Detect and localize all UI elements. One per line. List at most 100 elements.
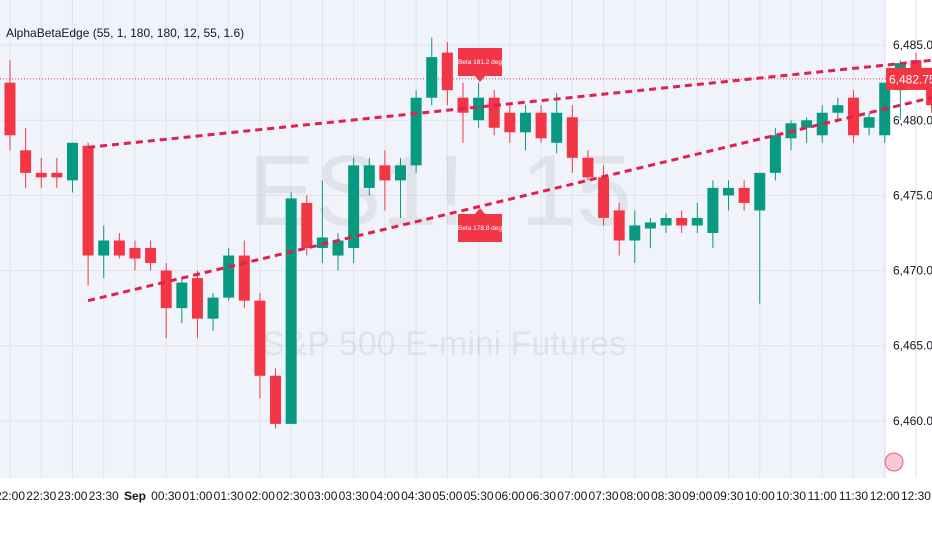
- y-tick-label: 6,480.00: [893, 113, 932, 127]
- beta-annotation-bottom: Beta 178.8 deg: [458, 208, 502, 242]
- candle: [35, 157, 47, 188]
- candle: [676, 210, 688, 233]
- upper-trendline: [87, 58, 932, 149]
- candle: [457, 82, 469, 143]
- candle: [254, 293, 266, 399]
- x-tick-label: 01:30: [214, 489, 244, 503]
- candle: [582, 150, 594, 181]
- chart-action-icon: [884, 452, 904, 472]
- candle-body: [332, 240, 344, 256]
- candle: [191, 270, 203, 339]
- candle: [535, 105, 547, 143]
- x-tick-label: 07:30: [589, 489, 619, 503]
- beta-annotation-top: Beta 181.2 deg: [458, 48, 502, 82]
- candle: [348, 157, 360, 264]
- candle: [98, 225, 110, 279]
- candle: [832, 97, 844, 121]
- y-tick-label: 6,460.00: [893, 414, 932, 428]
- candle: [613, 202, 625, 256]
- x-tick-label: Sep: [124, 489, 146, 503]
- current-price-label: 6,482.75: [886, 67, 932, 90]
- time-axis-background: [0, 478, 932, 550]
- candle: [723, 180, 735, 211]
- candle-body: [20, 150, 32, 173]
- candle-body: [207, 297, 219, 319]
- x-tick-label: 05:00: [432, 489, 462, 503]
- annotation-bubble: [458, 48, 502, 82]
- candle-body: [769, 135, 781, 173]
- candle-body: [863, 117, 875, 128]
- candle-body: [566, 117, 578, 158]
- candle: [847, 90, 859, 143]
- annotation-text: Beta 181.2 deg: [458, 59, 502, 66]
- candle: [207, 293, 219, 331]
- x-tick-label: 06:00: [495, 489, 525, 503]
- candle: [754, 172, 766, 304]
- x-tick-label: 04:00: [370, 489, 400, 503]
- candle: [488, 90, 500, 136]
- candle-body: [348, 165, 360, 249]
- x-tick-label: 09:30: [714, 489, 744, 503]
- candle: [707, 180, 719, 249]
- candle-body: [238, 255, 250, 301]
- candle-body: [51, 172, 63, 178]
- candle: [660, 213, 672, 233]
- x-tick-label: 11:00: [808, 489, 837, 503]
- candle-body: [410, 97, 422, 166]
- y-tick-label: 6,485.00: [893, 38, 932, 52]
- x-tick-label: 00:30: [151, 489, 181, 503]
- x-tick-label: 11:30: [839, 489, 868, 503]
- indicator-title[interactable]: AlphaBetaEdge (55, 1, 180, 180, 12, 55, …: [6, 26, 245, 40]
- candle-body: [801, 120, 813, 128]
- candle-body: [82, 145, 94, 256]
- candle-body: [926, 75, 932, 106]
- candle-body: [676, 217, 688, 226]
- candle: [769, 127, 781, 181]
- candle-body: [363, 165, 375, 188]
- x-tick-label: 06:30: [526, 489, 556, 503]
- x-tick-label: 22:30: [26, 489, 56, 503]
- annotation-text: Beta 178.8 deg: [458, 225, 502, 232]
- candle-body: [707, 187, 719, 233]
- x-tick-label: 10:00: [745, 489, 775, 503]
- candle-body: [847, 97, 859, 136]
- candle: [113, 232, 125, 259]
- current-price-label-text: 6,482.75: [889, 72, 932, 86]
- x-tick-label: 09:00: [682, 489, 712, 503]
- candle-body: [301, 202, 313, 249]
- x-tick-label: 07:00: [557, 489, 587, 503]
- candle-body: [629, 225, 641, 241]
- candle: [66, 142, 78, 193]
- candle-body: [691, 217, 703, 226]
- x-tick-label: 03:00: [307, 489, 337, 503]
- candle-body: [176, 282, 188, 309]
- x-tick-label: 08:30: [651, 489, 681, 503]
- candle: [816, 105, 828, 143]
- candle: [82, 142, 94, 286]
- current-price-label-bg: [886, 67, 932, 90]
- candle-body: [488, 97, 500, 128]
- candle-body: [910, 60, 922, 73]
- candle: [363, 157, 375, 196]
- x-tick-label: 02:00: [245, 489, 275, 503]
- candle-body: [754, 172, 766, 211]
- candle-body: [145, 248, 157, 264]
- candle-body: [457, 97, 469, 113]
- candle-body: [285, 198, 297, 424]
- candle-body: [129, 248, 141, 259]
- x-tick-label: 03:30: [339, 489, 369, 503]
- candle: [629, 210, 641, 264]
- candle-body: [582, 157, 594, 178]
- x-tick-label: 08:00: [620, 489, 650, 503]
- candle: [379, 150, 391, 211]
- annotation-bubble: [458, 208, 502, 242]
- candle-body: [473, 97, 485, 121]
- candle: [51, 157, 63, 188]
- candle: [176, 278, 188, 324]
- candle-body: [395, 165, 406, 181]
- candle: [160, 263, 172, 339]
- candle-body: [270, 375, 282, 424]
- x-tick-label: 05:30: [464, 489, 494, 503]
